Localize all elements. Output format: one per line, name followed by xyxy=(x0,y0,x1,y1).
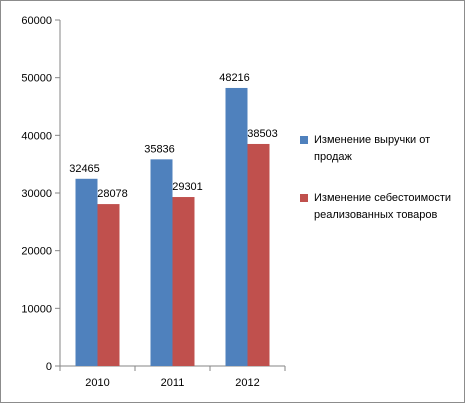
legend-item-series-1: Изменение выручки от продаж xyxy=(300,132,460,166)
legend-label-series-2: Изменение себестоимости реализованных то… xyxy=(314,192,452,221)
y-tick-label: 40000 xyxy=(21,130,52,142)
data-label: 35836 xyxy=(144,143,175,155)
data-label: 28078 xyxy=(97,188,128,200)
y-tick-label: 60000 xyxy=(21,15,52,27)
bar-series-1-2011 xyxy=(150,159,173,366)
y-tick-label: 10000 xyxy=(21,303,52,315)
x-tick-label: 2011 xyxy=(161,377,185,389)
legend-swatch-series-2 xyxy=(300,194,308,202)
data-label: 48216 xyxy=(219,72,250,84)
data-label: 29301 xyxy=(172,181,203,193)
legend: Изменение выручки от продаж Изменение се… xyxy=(300,132,460,248)
y-tick-label: 30000 xyxy=(21,188,52,200)
legend-label-series-1: Изменение выручки от продаж xyxy=(314,134,431,163)
bar-series-2-2012 xyxy=(247,143,270,366)
x-tick-label: 2012 xyxy=(235,377,259,389)
bar-series-1-2010 xyxy=(75,178,98,366)
bar-series-2-2010 xyxy=(97,204,120,366)
bar-series-2-2011 xyxy=(172,197,195,366)
data-label: 32465 xyxy=(69,163,100,175)
x-tick-label: 2010 xyxy=(85,377,109,389)
data-label: 38503 xyxy=(247,128,278,140)
bar-series-1-2012 xyxy=(225,87,248,366)
legend-item-series-2: Изменение себестоимости реализованных то… xyxy=(300,190,460,224)
y-tick-label: 20000 xyxy=(21,246,52,258)
y-tick-label: 0 xyxy=(46,361,52,373)
legend-swatch-series-1 xyxy=(300,136,308,144)
y-tick-label: 50000 xyxy=(21,73,52,85)
